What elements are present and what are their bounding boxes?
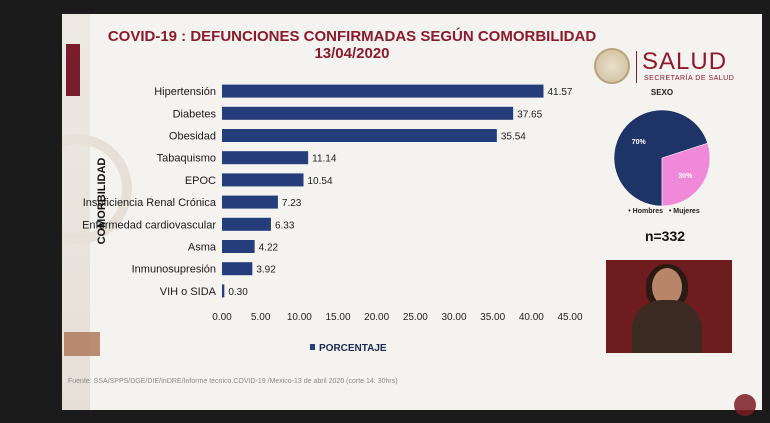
data-label: 37.65 [517, 109, 542, 120]
x-axis-label: PORCENTAJE [319, 343, 387, 354]
x-tick-label: 10.00 [287, 312, 312, 323]
x-tick-label: 25.00 [403, 312, 428, 323]
pie-slice [661, 142, 711, 207]
x-tick-label: 45.00 [557, 312, 582, 323]
chart-title: COVID-19 : DEFUNCIONES CONFIRMADAS SEGÚN… [102, 28, 602, 62]
x-tick-label: 0.00 [212, 312, 232, 323]
comorbidity-bar-chart: Hipertensión 41.57 Diabetes 37.65 Obesidad 35… [82, 84, 583, 354]
data-label: 41.57 [547, 87, 572, 98]
x-tick-label: 35.00 [480, 312, 505, 323]
x-tick-label: 5.00 [251, 312, 271, 323]
accent-bar [66, 44, 80, 96]
category-label: Hipertensión [154, 86, 216, 98]
bar [222, 284, 225, 298]
x-tick-label: 15.00 [325, 312, 350, 323]
bar [222, 151, 309, 165]
pie-slice [613, 109, 708, 207]
category-label: Enfermedad cardiovascular [82, 219, 216, 231]
category-label: EPOC [185, 175, 216, 187]
watermark-ornament [62, 134, 132, 244]
category-label: Inmunosupresión [132, 264, 216, 276]
presentation-slide: COVID-19 : DEFUNCIONES CONFIRMADAS SEGÚN… [62, 14, 762, 410]
category-label: Tabaquismo [157, 153, 216, 165]
data-label: 4.22 [259, 243, 279, 254]
logo-name: SALUD [642, 48, 728, 75]
x-tick-label: 40.00 [519, 312, 544, 323]
bar [222, 217, 271, 231]
x-tick-label: 30.00 [441, 312, 466, 323]
bar [222, 106, 514, 120]
data-label: 0.30 [228, 287, 248, 298]
source-footnote: Fuente: SSA/SPPS/DGE/DIE/InDRE/Informe t… [68, 378, 398, 385]
y-axis-label: COMORBILIDAD [96, 158, 108, 245]
chart-title-main: COVID-19 : DEFUNCIONES CONFIRMADAS SEGÚN… [107, 28, 597, 45]
bar [222, 84, 544, 98]
logo-divider [636, 51, 637, 83]
data-label: 7.23 [282, 198, 302, 209]
bar [222, 129, 497, 142]
pie-title: SEXO [650, 88, 674, 97]
sex-pie-chart: SEXO 70% 30% • Hombres • Mujeres [602, 86, 722, 246]
sample-size: n=332 [644, 228, 686, 244]
data-label: 6.33 [275, 220, 295, 231]
category-label: Asma [188, 242, 217, 254]
data-label: 11.14 [312, 154, 337, 165]
national-seal-icon [594, 48, 630, 84]
bar [222, 173, 304, 187]
logo-subtitle: SECRETARÍA DE SALUD [644, 75, 735, 82]
corner-seal-icon [734, 394, 756, 416]
legend-mujeres: • Mujeres [668, 208, 700, 215]
pie-slice-label: 30% [678, 173, 693, 180]
bar [222, 262, 253, 276]
bar [222, 240, 255, 253]
interpreter-face [652, 268, 682, 306]
category-label: Insuficiencia Renal Crónica [83, 197, 217, 209]
category-label: Diabetes [173, 108, 217, 120]
interpreter-body [632, 300, 702, 353]
data-label: 3.92 [256, 265, 276, 276]
pie-slice-label: 70% [632, 139, 647, 146]
pie-graphic: 70% 30% [613, 109, 711, 207]
category-label: Obesidad [169, 131, 216, 143]
salud-logo: SALUD SECRETARÍA DE SALUD [594, 48, 744, 88]
data-label: 35.54 [501, 132, 526, 143]
category-label: VIH o SIDA [160, 286, 217, 298]
building-logo-icon [64, 332, 100, 356]
sign-language-interpreter [606, 260, 732, 353]
legend-swatch [310, 344, 315, 350]
bar [222, 195, 278, 209]
data-label: 10.54 [308, 176, 333, 187]
legend-hombres: • Hombres [628, 208, 664, 215]
chart-subtitle-date: 13/04/2020 [314, 45, 390, 62]
x-tick-label: 20.00 [364, 312, 389, 323]
pie-legend: • Hombres • Mujeres [594, 208, 734, 215]
